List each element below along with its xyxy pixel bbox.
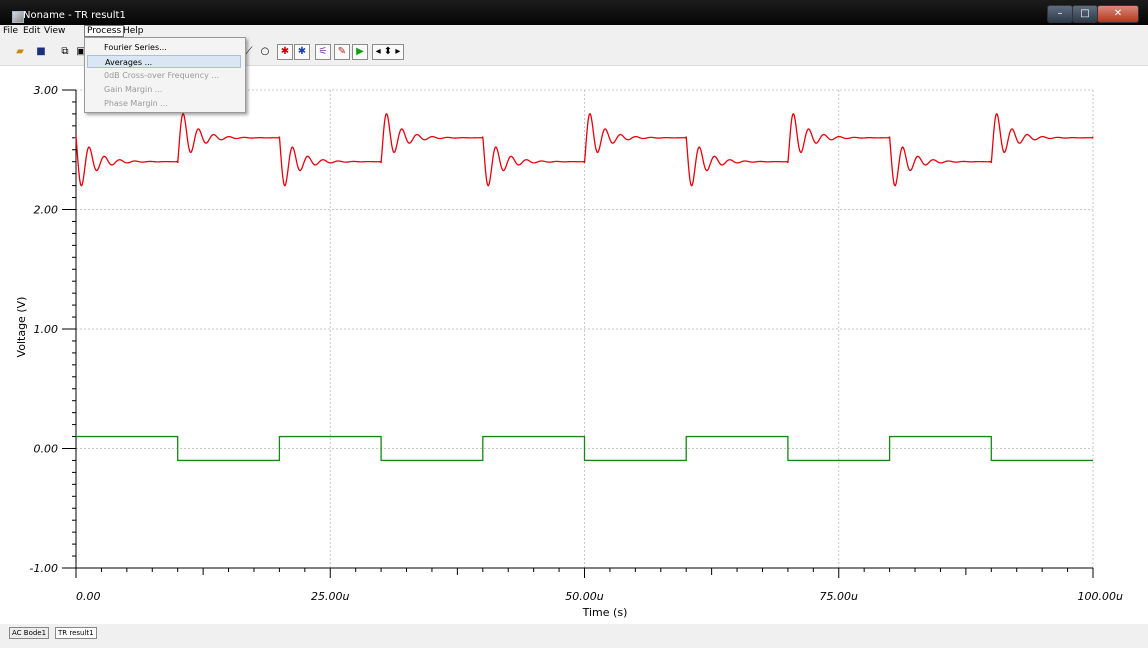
axes (62, 89, 1094, 578)
cursor-a-icon[interactable]: ✱ (277, 44, 293, 60)
x-tick-label: 75.00u (820, 590, 858, 603)
line-tool-icon[interactable]: ⟋ (245, 46, 253, 57)
save-icon[interactable]: ■ (36, 46, 46, 57)
x-tick-label: 50.00u (565, 590, 603, 603)
menu-view[interactable]: View (44, 26, 66, 36)
close-button[interactable]: ✕ (1097, 5, 1139, 23)
copy-icon[interactable]: ⧉ (61, 46, 69, 57)
open-icon[interactable]: ▰ (16, 46, 24, 57)
x-tick-label: 0.00 (76, 590, 101, 603)
run-icon[interactable]: ▶ (352, 44, 368, 60)
y-tick-label: -1.00 (30, 562, 58, 575)
series-line-green (76, 435, 1093, 462)
x-axis-label: Time (s) (582, 606, 628, 619)
pan-icon[interactable]: ◂ ⬍ ▸ (372, 44, 404, 60)
maximize-button[interactable]: □ (1072, 5, 1098, 23)
menu-item-0db-crossover: 0dB Cross-over Frequency ... (104, 71, 220, 80)
tick-labels: 3.00 2.00 1.00 0.00 -1.00 0.00 25.00u 50.00u 75.… (30, 84, 1123, 603)
menu-edit[interactable]: Edit (23, 26, 41, 36)
y-axis-label: Voltage (V) (15, 297, 28, 358)
cursor-b-icon[interactable]: ✱ (294, 44, 310, 60)
tab-ac-bode[interactable]: AC Bode1 (9, 627, 50, 639)
y-tick-label: 1.00 (34, 323, 59, 336)
print-icon[interactable]: ▣ (76, 46, 86, 57)
menu-file[interactable]: File (3, 26, 19, 36)
tab-tr-result[interactable]: TR result1 (55, 627, 97, 639)
x-tick-label: 25.00u (311, 590, 349, 603)
circle-tool-icon[interactable]: ○ (260, 46, 270, 57)
y-tick-label: 0.00 (34, 443, 59, 456)
series-lines (75, 113, 1094, 462)
series-line-red (75, 113, 1094, 187)
result-tabs: AC Bode1 TR result1 (0, 624, 1148, 648)
process-dropdown-menu: Fourier Series... Averages ... 0dB Cross… (84, 37, 246, 113)
x-tick-label: 100.00u (1078, 590, 1123, 603)
menu-item-phase-margin: Phase Margin ... (104, 99, 168, 108)
app-icon (12, 11, 24, 23)
title-bar: Noname - TR result1 – □ ✕ (0, 0, 1148, 25)
menu-item-averages[interactable]: Averages ... (87, 55, 241, 68)
menu-bar: File Edit View Process Help (0, 25, 1148, 37)
menu-help[interactable]: Help (123, 26, 144, 36)
minimize-button[interactable]: – (1047, 5, 1073, 23)
pen-icon[interactable]: ✎ (334, 44, 350, 60)
zoom-icon[interactable]: ⚟ (315, 44, 331, 60)
window-title: Noname - TR result1 (23, 10, 126, 21)
y-tick-label: 2.00 (34, 204, 59, 217)
menu-process[interactable]: Process (84, 25, 125, 37)
menu-item-gain-margin: Gain Margin ... (104, 85, 163, 94)
y-tick-label: 3.00 (34, 84, 59, 97)
menu-item-fourier-series[interactable]: Fourier Series... (104, 43, 167, 52)
